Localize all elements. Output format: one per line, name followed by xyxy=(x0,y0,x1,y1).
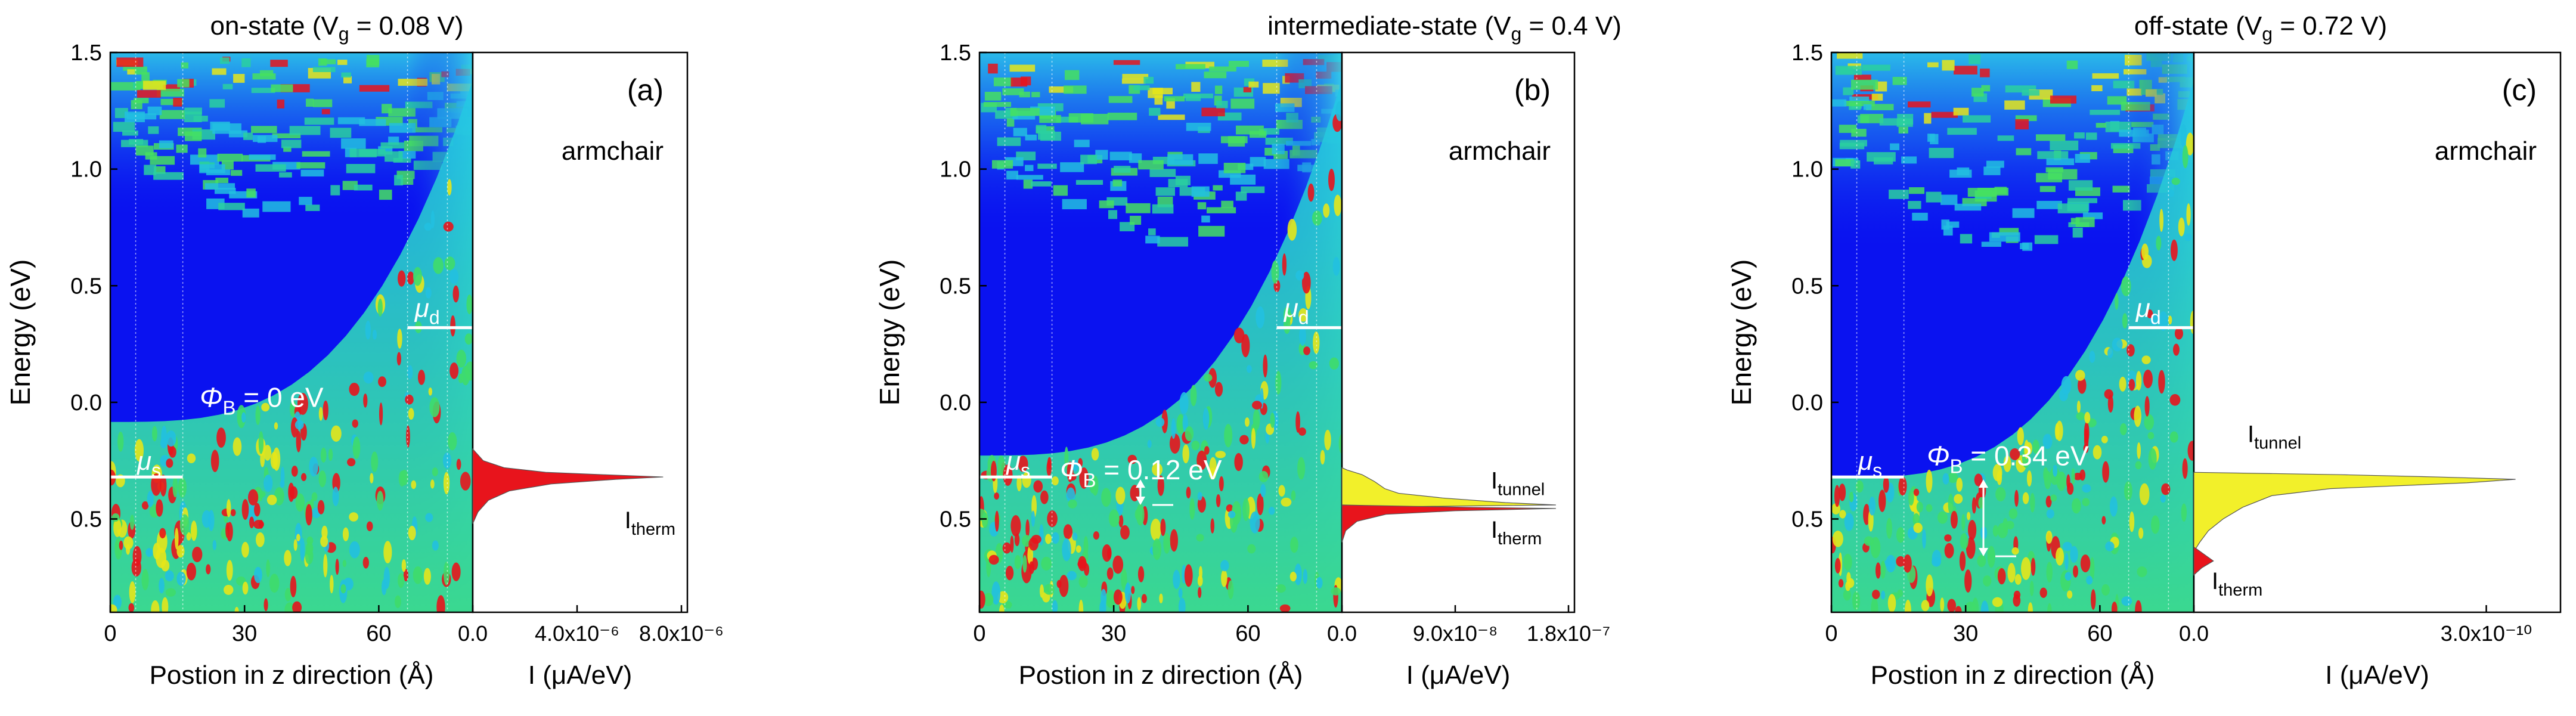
barrier-height-label: ΦB = 0 eV xyxy=(200,382,324,419)
current-spectrum-panel: Itunnel Itherm armchair (b) 0.0 9.0x10⁻⁸ 1.8x1… xyxy=(1327,51,1610,690)
panel-label: (b) xyxy=(1514,73,1551,107)
barrier-arrow-head xyxy=(1979,479,1988,488)
current-x-tick-label: 4.0x10⁻⁶ xyxy=(535,621,619,646)
barrier-height-label: ΦB = 0.12 eV xyxy=(1060,454,1222,491)
y-tick-label: 0.5 xyxy=(70,274,102,299)
current-x-tick-label: 8.0x10⁻⁶ xyxy=(639,621,724,646)
current-series-I_therm xyxy=(472,448,664,524)
panel-title: on-state (Vg = 0.08 V) xyxy=(210,11,463,45)
x-axis-title-position: Postion in z direction (Å) xyxy=(150,661,434,690)
y-tick-label: 0.0 xyxy=(940,390,971,416)
y-axis-title: Energy (eV) xyxy=(1726,259,1757,405)
y-tick-label: 0.5 xyxy=(1791,507,1823,532)
current-label-I_tunnel: Itunnel xyxy=(1491,468,1545,500)
current-series-I_tunnel xyxy=(1341,467,1556,508)
barrier-arrow-head xyxy=(1136,479,1145,488)
mu-d-label: μd xyxy=(1284,294,1309,328)
current-x-tick-label: 0.0 xyxy=(1327,621,1357,646)
panel-title: off-state (Vg = 0.72 V) xyxy=(2134,11,2387,45)
current-x-tick-label: 0.0 xyxy=(458,621,488,646)
x-tick-label: 60 xyxy=(2087,621,2112,646)
x-axis-title-current: I (μA/eV) xyxy=(1406,661,1511,690)
x-tick-label: 0 xyxy=(104,621,116,646)
y-tick-label: 1.0 xyxy=(940,157,971,182)
current-x-tick-label: 0.0 xyxy=(2179,621,2209,646)
current-label-I_therm: Itherm xyxy=(1491,517,1542,548)
y-tick-label: 1.5 xyxy=(70,41,102,66)
x-axis-title-position: Postion in z direction (Å) xyxy=(1871,661,2155,690)
current-series-I_therm xyxy=(2193,546,2214,576)
orientation-label: armchair xyxy=(2435,137,2537,166)
x-tick-label: 60 xyxy=(366,621,391,646)
panel-label: (c) xyxy=(2502,73,2537,107)
mu-s-label: μs xyxy=(137,447,161,481)
current-label-I_tunnel: Itunnel xyxy=(2248,421,2301,452)
y-tick-label: 0.0 xyxy=(70,390,102,416)
barrier-arrow-head xyxy=(1136,497,1145,506)
current-frame xyxy=(2193,51,2562,613)
panel-title: intermediate-state (Vg = 0.4 V) xyxy=(1267,11,1622,45)
orientation-label: armchair xyxy=(1449,137,1551,166)
y-tick-label: 0.0 xyxy=(1791,390,1823,416)
heatmap-area: μs μd ΦB = 0 eV xyxy=(109,51,474,613)
current-label-I_therm: Itherm xyxy=(625,507,675,539)
y-tick-label: 1.0 xyxy=(1791,157,1823,182)
current-x-tick-label: 9.0x10⁻⁸ xyxy=(1413,621,1498,646)
x-tick-label: 30 xyxy=(1101,621,1126,646)
heatmap-area: μs μd ΦB = 0.34 eV xyxy=(1830,51,2195,613)
mu-s-label: μs xyxy=(1006,447,1030,481)
y-tick-label: 1.0 xyxy=(70,157,102,182)
current-series-I_tunnel xyxy=(2193,472,2516,553)
panel-label: (a) xyxy=(627,73,664,107)
panel-2: μs μd ΦB = 0.12 eV 1.5 1.0 0.5 0.0 0.5 Energy (e… xyxy=(874,11,1622,690)
current-frame xyxy=(472,51,689,613)
y-tick-label: 0.5 xyxy=(70,507,102,532)
x-axis-title-current: I (μA/eV) xyxy=(2325,661,2429,690)
current-label-I_therm: Itherm xyxy=(2212,568,2262,600)
y-tick-label: 0.5 xyxy=(940,274,971,299)
y-tick-label: 0.5 xyxy=(1791,274,1823,299)
valence-band-region xyxy=(110,80,473,612)
x-axis-title-position: Postion in z direction (Å) xyxy=(1019,661,1303,690)
y-tick-label: 0.5 xyxy=(940,507,971,532)
x-tick-label: 30 xyxy=(1953,621,1978,646)
panel-1: μs μd ΦB = 0 eV 1.5 1.0 0.5 0.0 0.5 Energy (eV) 0… xyxy=(5,11,724,690)
current-frame xyxy=(1341,51,1576,613)
x-tick-label: 0 xyxy=(1825,621,1837,646)
barrier-arrow-head xyxy=(1979,548,1988,557)
current-x-tick-label: 1.8x10⁻⁷ xyxy=(1527,621,1610,646)
current-spectrum-panel: Itunnel Itherm armchair (c) 0.0 3.0x10⁻¹⁰ I (μ… xyxy=(2179,51,2562,690)
panel-3: μs μd ΦB = 0.34 eV 1.5 1.0 0.5 0.0 0.5 Energy (e… xyxy=(1726,11,2562,690)
x-tick-label: 60 xyxy=(1235,621,1260,646)
y-tick-label: 1.5 xyxy=(940,41,971,66)
orientation-label: armchair xyxy=(562,137,664,166)
x-tick-label: 30 xyxy=(232,621,257,646)
current-x-tick-label: 3.0x10⁻¹⁰ xyxy=(2441,621,2532,646)
x-tick-label: 0 xyxy=(973,621,985,646)
current-spectrum-panel: Itherm armchair (a) 0.0 4.0x10⁻⁶ 8.0x10⁻⁶I (μ… xyxy=(458,51,724,690)
heatmap-area: μs μd ΦB = 0.12 eV xyxy=(978,51,1343,613)
current-series-I_therm xyxy=(1341,504,1556,543)
mu-d-label: μd xyxy=(2135,294,2161,328)
y-axis-title: Energy (eV) xyxy=(874,259,905,405)
y-tick-label: 1.5 xyxy=(1791,41,1823,66)
barrier-height-label: ΦB = 0.34 eV xyxy=(1927,441,2089,478)
mu-d-label: μd xyxy=(414,294,440,328)
mu-s-label: μs xyxy=(1858,447,1882,481)
x-axis-title-current: I (μA/eV) xyxy=(528,661,633,690)
y-axis-title: Energy (eV) xyxy=(5,259,36,405)
